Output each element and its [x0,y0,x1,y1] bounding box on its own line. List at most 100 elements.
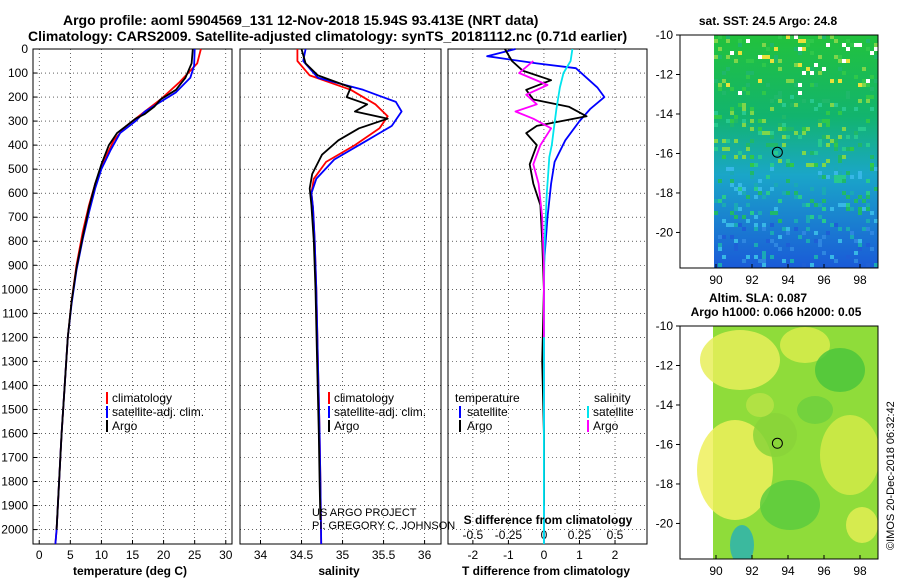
lat-tick-label: -12 [656,358,674,372]
sst-pixel [870,211,874,215]
sst-pixel [750,107,754,111]
sst-pixel [730,119,734,123]
sst-pixel [846,95,850,99]
sst-map-image [680,35,878,268]
sst-pixel [794,183,798,187]
sst-pixel [742,227,746,231]
sst-pixel [854,43,858,47]
sst-pixel [754,187,758,191]
sst-pixel [718,199,722,203]
sst-pixel [758,79,762,83]
sst-pixel [850,175,854,179]
sst-pixel [806,67,810,71]
sst-pixel [870,95,874,99]
sst-pixel [730,183,734,187]
depth-tick-label: 1600 [1,426,28,440]
sst-pixel [794,35,798,39]
sst-pixel [814,83,818,87]
x-tick-label: 30 [219,548,233,562]
series-line-satellite-adj-clim- [54,48,196,545]
sst-pixel [758,55,762,59]
sst-pixel [794,219,798,223]
sst-pixel [842,203,846,207]
s-difference-title: S difference from climatology [464,513,633,527]
depth-tick-label: 0 [21,42,28,56]
difference-legend-salinity: salinity satellite Argo [587,391,634,433]
sst-pixel [854,75,858,79]
sst-pixel [834,147,838,151]
sst-pixel [870,247,874,251]
sst-pixel [846,255,850,259]
sst-pixel [770,59,774,63]
sst-pixel [790,95,794,99]
sst-pixel [786,231,790,235]
project-annotation: US ARGO PROJECT [312,507,417,519]
sst-pixel [866,179,870,183]
sst-pixel [750,119,754,123]
sst-pixel [846,147,850,151]
sst-pixel [730,171,734,175]
sst-pixel [722,91,726,95]
sst-pixel [730,211,734,215]
sst-pixel [770,131,774,135]
sst-pixel [866,191,870,195]
sst-pixel [762,259,766,263]
sst-pixel [718,235,722,239]
sst-pixel [798,83,802,87]
lat-tick-label: -14 [656,398,674,412]
depth-tick-label: 1200 [1,330,28,344]
lat-tick-label: -10 [656,28,674,42]
sst-pixel [774,151,778,155]
sst-pixel [846,227,850,231]
sst-pixel [870,231,874,235]
sst-pixel [826,159,830,163]
sst-pixel [874,219,878,223]
sst-pixel [850,191,854,195]
sst-pixel [746,147,750,151]
sst-pixel [794,191,798,195]
sst-pixel [838,55,842,59]
x-tick-label: 36 [418,548,432,562]
sst-pixel [870,75,874,79]
sst-pixel [762,223,766,227]
sst-pixel [834,39,838,43]
sst-pixel [738,51,742,55]
sla-blob [760,480,820,530]
sst-pixel [810,259,814,263]
sst-pixel [862,79,866,83]
temperature-panel: 0100200300400500600700800900100011001200… [1,42,232,578]
sla-blob [746,393,774,417]
sst-pixel [714,147,718,151]
sst-pixel [738,207,742,211]
sst-pixel [806,43,810,47]
sst-pixel [754,227,758,231]
sst-pixel [762,91,766,95]
sst-pixel [778,67,782,71]
sst-pixel [778,95,782,99]
x-tick-label: -2 [468,548,479,562]
sst-pixel [778,219,782,223]
sst-pixel [834,167,838,171]
legend-salinity-title: salinity [594,391,631,405]
lon-tick-label: 96 [817,564,831,578]
sst-pixel [850,43,854,47]
depth-tick-label: 800 [8,234,28,248]
sst-pixel [714,111,718,115]
sst-pixel [782,103,786,107]
sla-lon-tick-labels: 90 92 94 96 98 [709,555,867,578]
lat-tick-label: -18 [656,477,674,491]
sst-pixel [814,163,818,167]
sst-pixel [794,103,798,107]
legend-temperature-title: temperature [455,391,520,405]
sst-pixel [826,119,830,123]
sst-pixel [854,259,858,263]
sst-pixel [738,191,742,195]
x-tick-label: 1 [576,548,583,562]
sst-pixel [826,99,830,103]
sst-pixel [758,187,762,191]
sst-pixel [782,115,786,119]
sst-pixel [742,215,746,219]
sst-pixel [818,171,822,175]
x-tick-label: 15 [126,548,140,562]
sst-pixel [722,139,726,143]
